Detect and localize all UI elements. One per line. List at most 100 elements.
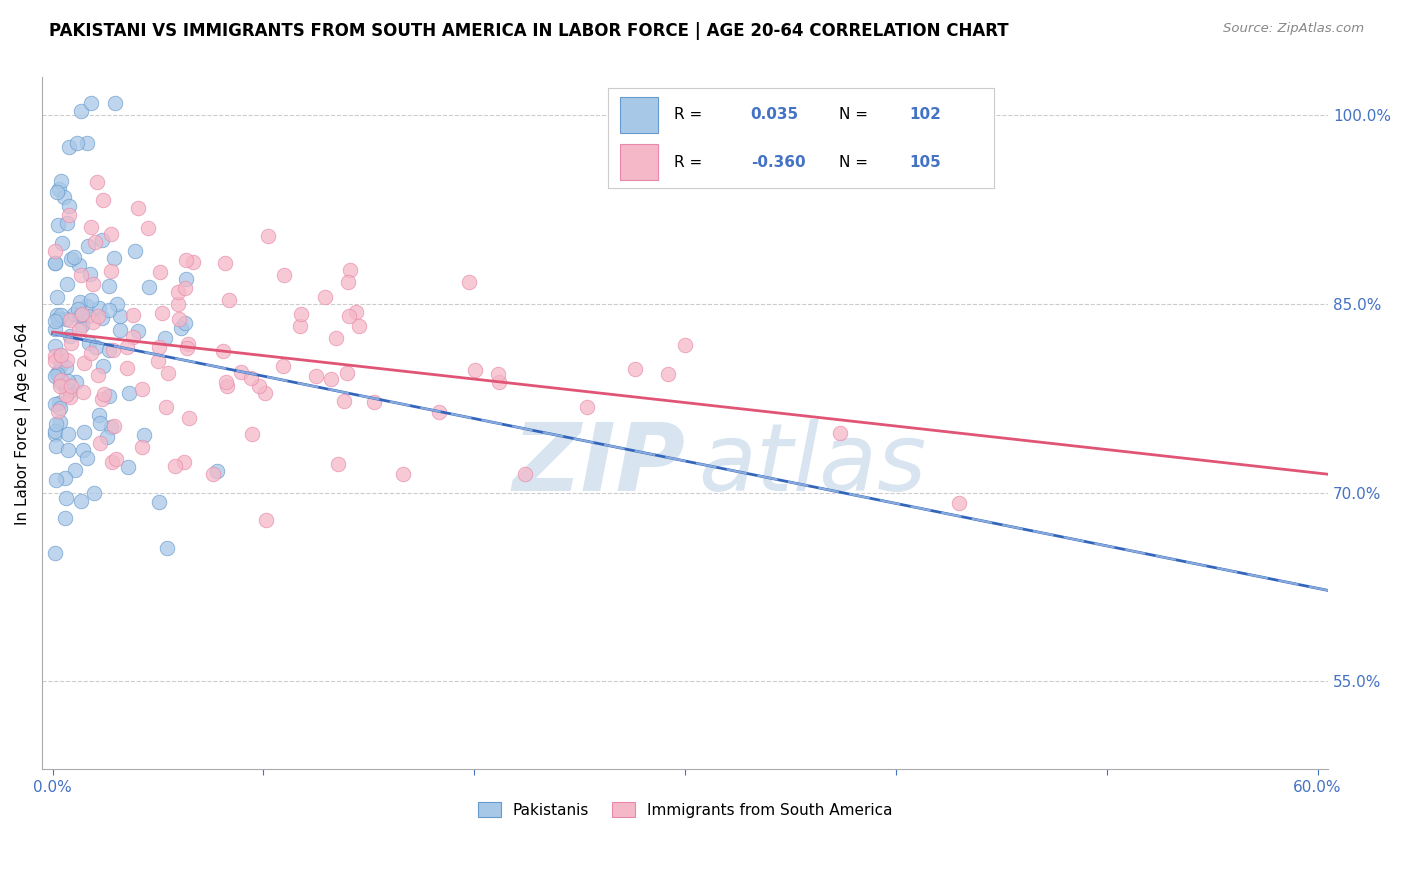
Point	[44, 397, 66, 411]
Text: PAKISTANI VS IMMIGRANTS FROM SOUTH AMERICA IN LABOR FORCE | AGE 20-64 CORRELATIO: PAKISTANI VS IMMIGRANTS FROM SOUTH AMERI…	[49, 22, 1010, 40]
Point	[46, 367, 69, 381]
Point	[253, 385, 276, 400]
Point	[67, 258, 90, 272]
Point	[76, 299, 98, 313]
Point	[72, 443, 94, 458]
Point	[101, 343, 124, 358]
Point	[167, 312, 190, 326]
Point	[148, 495, 170, 509]
Point	[49, 378, 72, 392]
Point	[427, 404, 450, 418]
Point	[150, 306, 173, 320]
Point	[53, 190, 76, 204]
Point	[80, 293, 103, 307]
Point	[89, 417, 111, 431]
Point	[176, 341, 198, 355]
Point	[290, 319, 312, 334]
Point	[80, 95, 103, 110]
Point	[46, 218, 69, 232]
Point	[63, 307, 86, 321]
Point	[44, 368, 66, 383]
Point	[121, 330, 143, 344]
Point	[46, 185, 69, 199]
Point	[167, 285, 190, 300]
Point	[44, 425, 66, 439]
Point	[319, 372, 342, 386]
Point	[347, 319, 370, 334]
Point	[513, 467, 536, 481]
Point	[98, 388, 121, 402]
Point	[44, 349, 66, 363]
Point	[155, 400, 177, 414]
Point	[70, 494, 93, 508]
Point	[273, 268, 295, 282]
Point	[79, 267, 101, 281]
Point	[337, 310, 360, 324]
Point	[69, 308, 91, 322]
Point	[77, 310, 100, 324]
Point	[45, 308, 67, 322]
Point	[44, 244, 66, 258]
Point	[148, 354, 170, 368]
Point	[108, 310, 131, 324]
Point	[247, 379, 270, 393]
Point	[115, 340, 138, 354]
Point	[202, 467, 225, 481]
Point	[117, 460, 139, 475]
Point	[127, 201, 149, 215]
Point	[174, 280, 197, 294]
Point	[488, 367, 510, 381]
Point	[72, 318, 94, 332]
Point	[240, 426, 263, 441]
Point	[73, 425, 96, 439]
Point	[48, 395, 70, 409]
Point	[174, 271, 197, 285]
Point	[110, 323, 132, 337]
Point	[149, 265, 172, 279]
Point	[58, 208, 80, 222]
Point	[77, 336, 100, 351]
Point	[392, 467, 415, 481]
Point	[97, 343, 120, 357]
Point	[48, 312, 70, 326]
Point	[623, 362, 645, 376]
Point	[51, 236, 73, 251]
Point	[82, 315, 104, 329]
Point	[131, 382, 153, 396]
Point	[72, 356, 94, 370]
Point	[155, 331, 177, 345]
Point	[55, 491, 77, 505]
Point	[76, 239, 98, 253]
Point	[55, 381, 77, 395]
Point	[325, 331, 347, 345]
Point	[44, 256, 66, 270]
Point	[58, 313, 80, 327]
Point	[136, 220, 159, 235]
Point	[218, 293, 240, 307]
Point	[165, 458, 187, 473]
Point	[91, 310, 114, 325]
Point	[156, 541, 179, 555]
Point	[49, 415, 72, 429]
Point	[100, 263, 122, 277]
Point	[58, 199, 80, 213]
Point	[256, 229, 278, 244]
Point	[44, 339, 66, 353]
Point	[45, 417, 67, 431]
Point	[167, 297, 190, 311]
Point	[44, 322, 66, 336]
Point	[80, 220, 103, 235]
Point	[488, 375, 510, 389]
Point	[91, 193, 114, 207]
Point	[44, 427, 66, 442]
Point	[44, 314, 66, 328]
Text: Source: ZipAtlas.com: Source: ZipAtlas.com	[1223, 22, 1364, 36]
Point	[60, 379, 83, 393]
Point	[89, 436, 111, 450]
Point	[346, 304, 368, 318]
Point	[76, 450, 98, 465]
Point	[65, 375, 87, 389]
Point	[101, 454, 124, 468]
Point	[181, 255, 204, 269]
Point	[67, 323, 90, 337]
